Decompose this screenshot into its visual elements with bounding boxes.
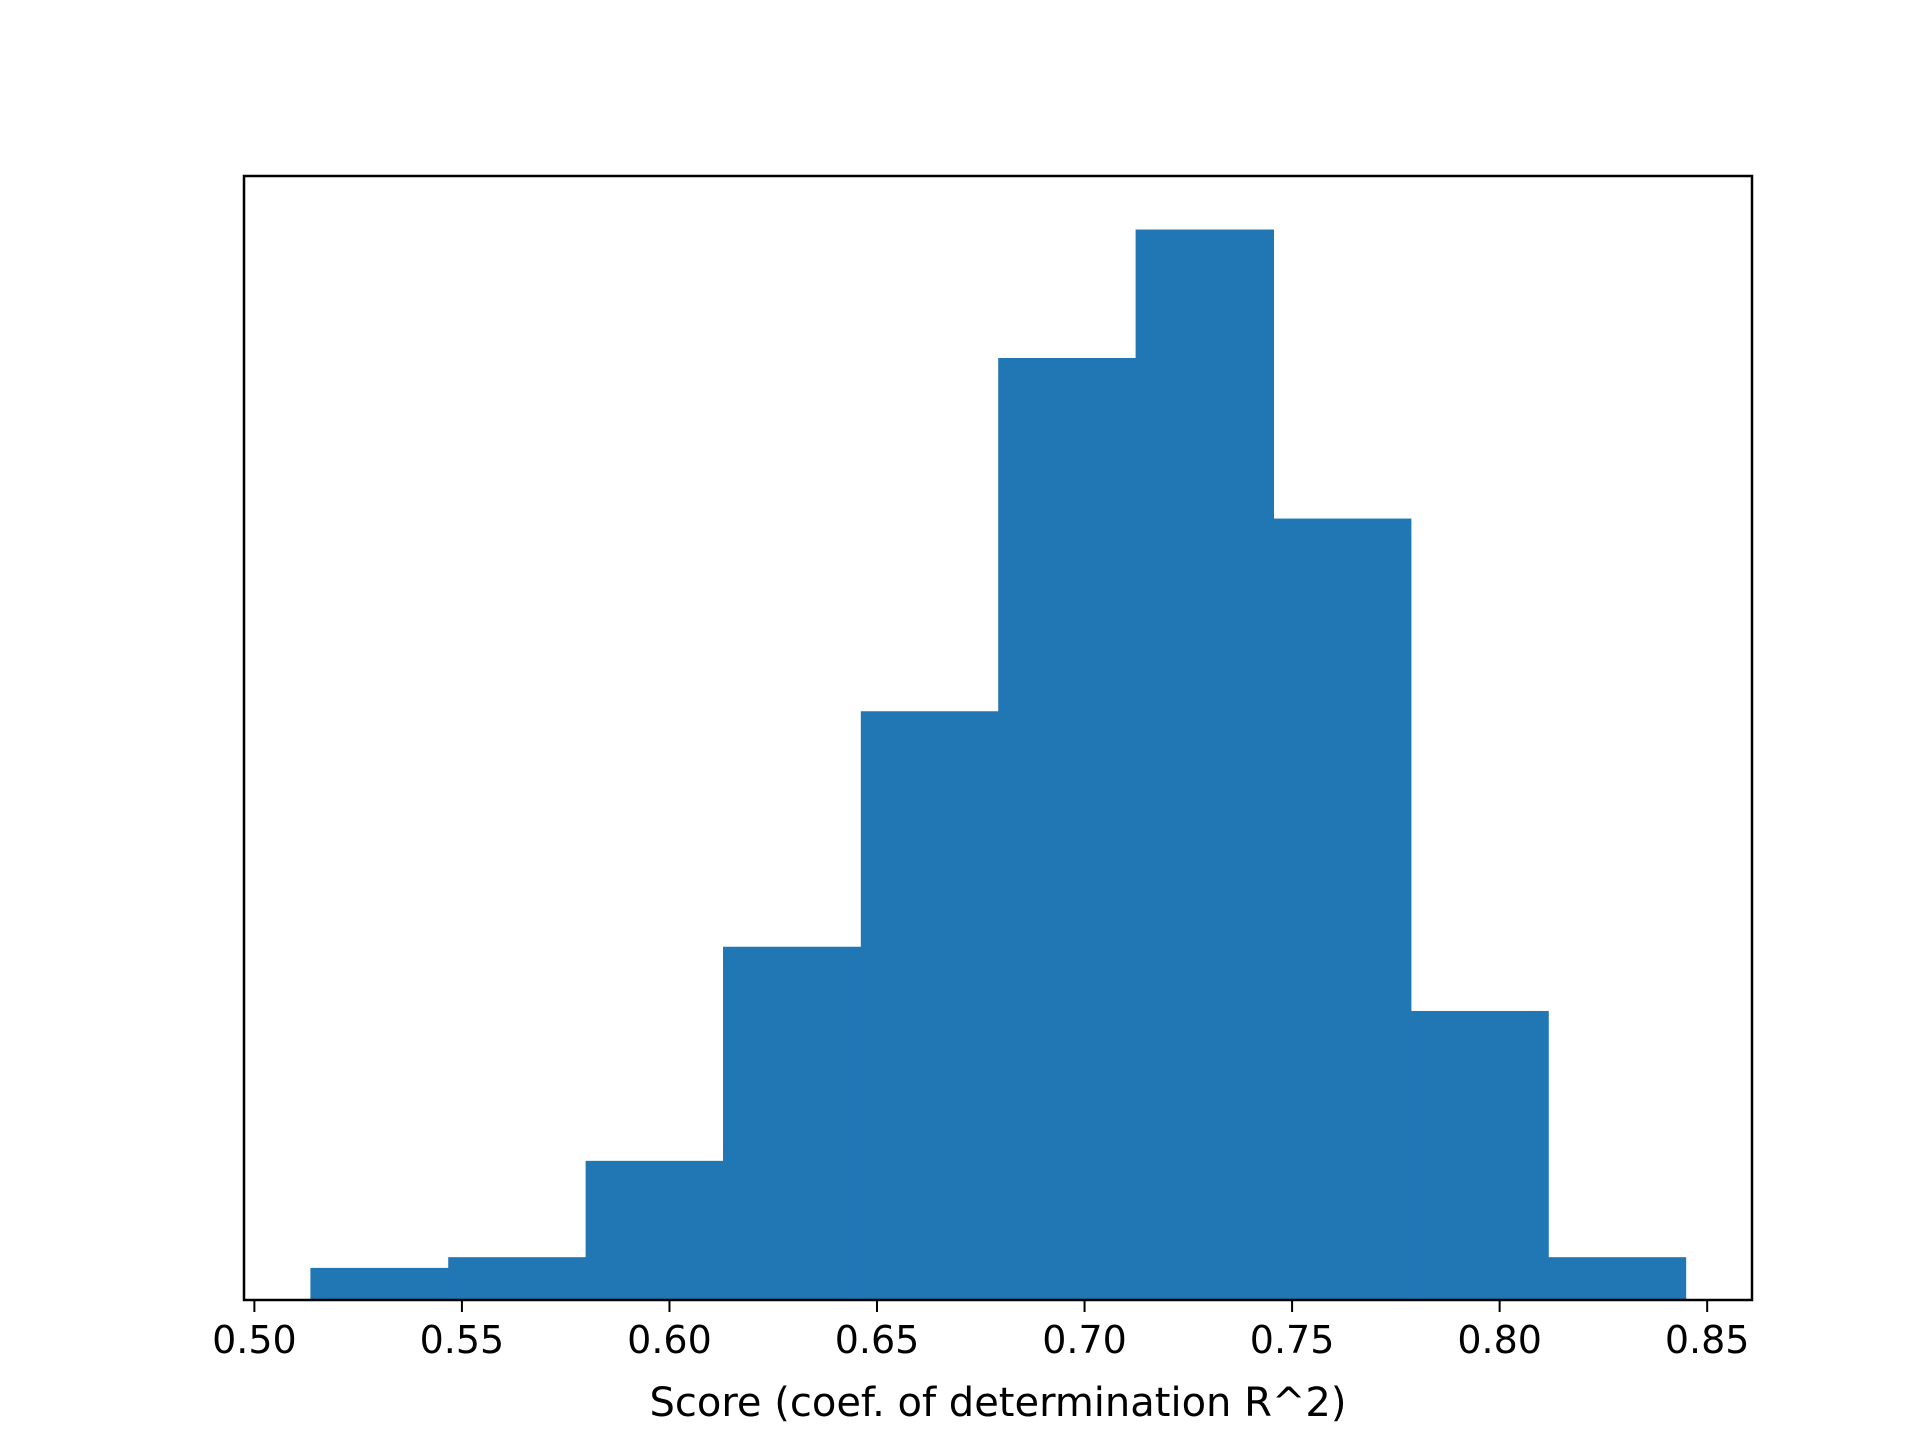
x-axis-label: Score (coef. of determination R^2) [650,1380,1347,1426]
histogram-bar-9 [1410,1010,1549,1300]
x-tick-label: 0.80 [1457,1318,1542,1362]
histogram-bar-2 [448,1257,587,1300]
histogram-bar-8 [1273,518,1412,1300]
x-tick-label: 0.85 [1665,1318,1750,1362]
x-tick-label: 0.50 [212,1318,297,1362]
bars-group [310,229,1687,1301]
plot-frame [242,174,1754,1302]
histogram-bar-5 [860,711,999,1300]
histogram-bar-4 [723,946,862,1300]
x-tick-label: 0.70 [1042,1318,1127,1362]
histogram-bar-7 [1135,229,1275,1300]
x-axis-ticks: 0.50 0.55 0.60 0.65 0.70 0.75 0.80 0.85 [212,1300,1749,1362]
histogram-bar-3 [585,1160,724,1300]
x-tick-label: 0.65 [835,1318,920,1362]
histogram-bar-10 [1548,1257,1687,1300]
x-tick-label: 0.60 [627,1318,712,1362]
x-tick-label: 0.55 [420,1318,505,1362]
histogram-bar-6 [998,357,1137,1301]
histogram-bar-1 [310,1267,449,1300]
x-tick-label: 0.75 [1250,1318,1335,1362]
